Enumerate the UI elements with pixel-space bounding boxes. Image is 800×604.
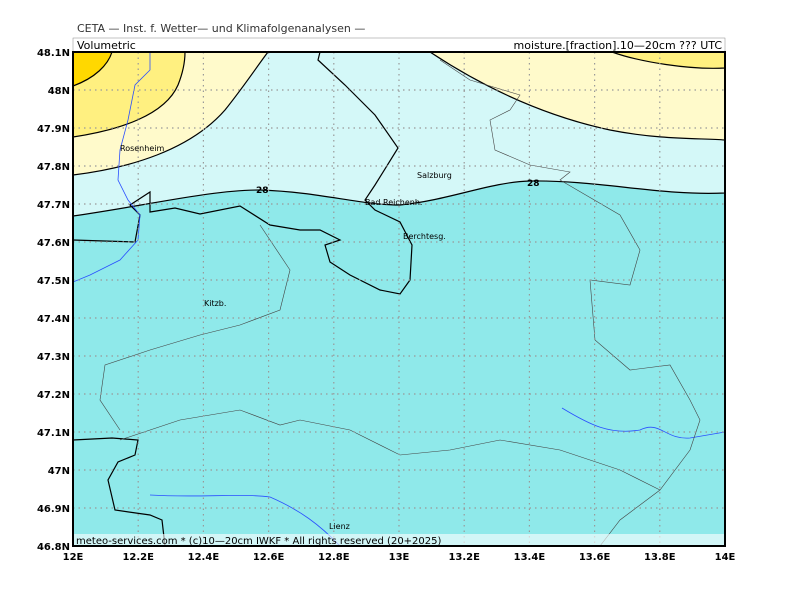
contour-label: 28 [527,179,540,189]
x-tick-label: 12.4E [188,552,220,563]
y-tick-label: 46.9N [37,504,70,515]
y-tick-label: 47.7N [37,200,70,211]
header-left: Volumetric [77,39,136,52]
x-tick-label: 14E [715,552,736,563]
footer-box [73,534,725,546]
y-tick-label: 47.5N [37,276,70,287]
contour-label: 28 [256,186,269,196]
y-tick-label: 47.1N [37,428,70,439]
y-tick-label: 47.6N [37,238,70,249]
x-tick-label: 12E [63,552,84,563]
x-tick-label: 12.2E [122,552,154,563]
x-tick-label: 13.6E [579,552,611,563]
river-2 [149,494,341,546]
region-yellow [73,52,186,138]
header-title: CETA — Inst. f. Wetter— und Klimafolgena… [77,22,365,35]
map-area: Rosenheim Salzburg Bad Reichenh. Berchte… [73,52,725,547]
y-tick-label: 47.3N [37,352,70,363]
y-tick-label: 48.1N [37,48,70,59]
x-tick-label: 12.8E [318,552,350,563]
y-tick-label: 47.4N [37,314,70,325]
y-tick-label: 47.2N [37,390,70,401]
region-light-yellow-2 [428,52,725,141]
x-tick-label: 13.2E [448,552,480,563]
border-line [73,52,413,295]
x-tick-label: 13E [389,552,410,563]
x-tick-label: 13.4E [514,552,546,563]
footer: meteo-services.com * (c)10—20cm IWKF * A… [76,536,442,547]
region-gold [73,52,113,87]
river [73,52,151,283]
boundary [439,59,701,546]
y-tick-label: 47.8N [37,162,70,173]
y-tick-label: 46.8N [37,542,70,553]
x-tick-label: 13.8E [644,552,676,563]
boundary-2 [99,224,291,431]
place-label: Berchtesg. [403,232,446,241]
border-line-2 [73,437,166,546]
x-tick-label: 12.6E [253,552,285,563]
y-tick-label: 47.9N [37,124,70,135]
plot-frame [72,51,726,547]
place-label: Bad Reichenh. [365,198,422,207]
y-tick-label: 48N [48,86,70,97]
place-label: Kitzb. [204,299,226,308]
place-label: Salzburg [417,171,452,180]
boundary-3 [119,409,661,491]
place-label: Lienz [329,522,350,531]
place-label: Rosenheim [120,144,164,153]
river-3 [561,407,725,439]
grid [73,52,725,546]
y-tick-label: 47N [48,466,70,477]
ticks: 12E 12.2E 12.4E 12.6E 12.8E 13E 13.2E 13.4E 13.6… [37,48,736,563]
header-right: moisture.[fraction].10—20cm ??? UTC [514,39,723,52]
